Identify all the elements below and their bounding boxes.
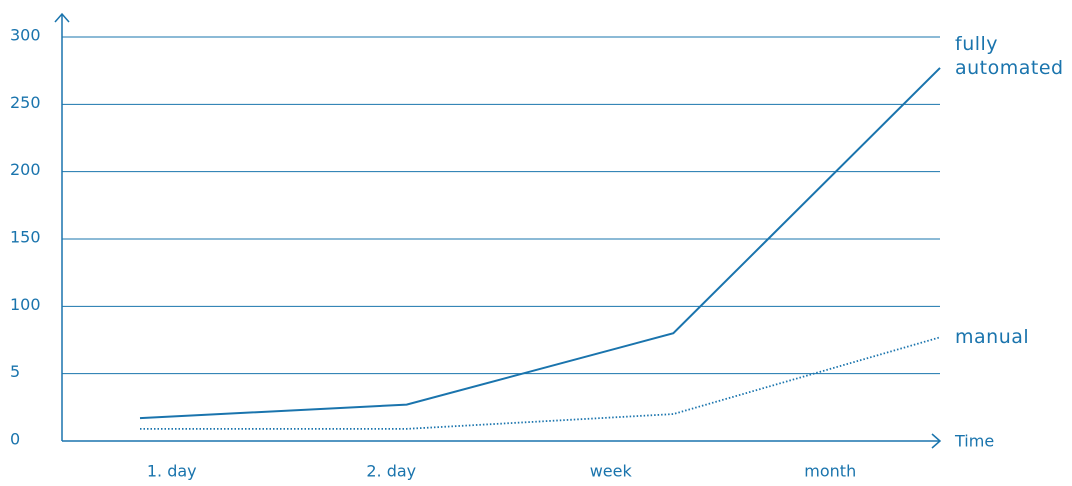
x-tick-label: 1. day xyxy=(147,462,197,481)
series-line xyxy=(139,67,941,420)
x-tick-label: 2. day xyxy=(366,462,416,481)
y-tick-label: 250 xyxy=(10,93,41,112)
y-tick-label: 300 xyxy=(10,26,41,45)
series-line xyxy=(140,336,941,430)
y-tick-label: 200 xyxy=(10,160,41,179)
y-axis-arrow xyxy=(54,12,70,23)
y-tick-label: 100 xyxy=(10,295,41,314)
series-label: fully automated xyxy=(955,32,1064,79)
y-tick-label: 5 xyxy=(10,362,20,381)
x-tick-label: month xyxy=(804,462,856,481)
series-label: manual xyxy=(955,326,1030,349)
x-axis-label: Time xyxy=(954,432,994,451)
x-tick-label: week xyxy=(590,462,633,481)
y-tick-label: 150 xyxy=(10,228,41,247)
y-tick-label: 0 xyxy=(10,430,20,449)
